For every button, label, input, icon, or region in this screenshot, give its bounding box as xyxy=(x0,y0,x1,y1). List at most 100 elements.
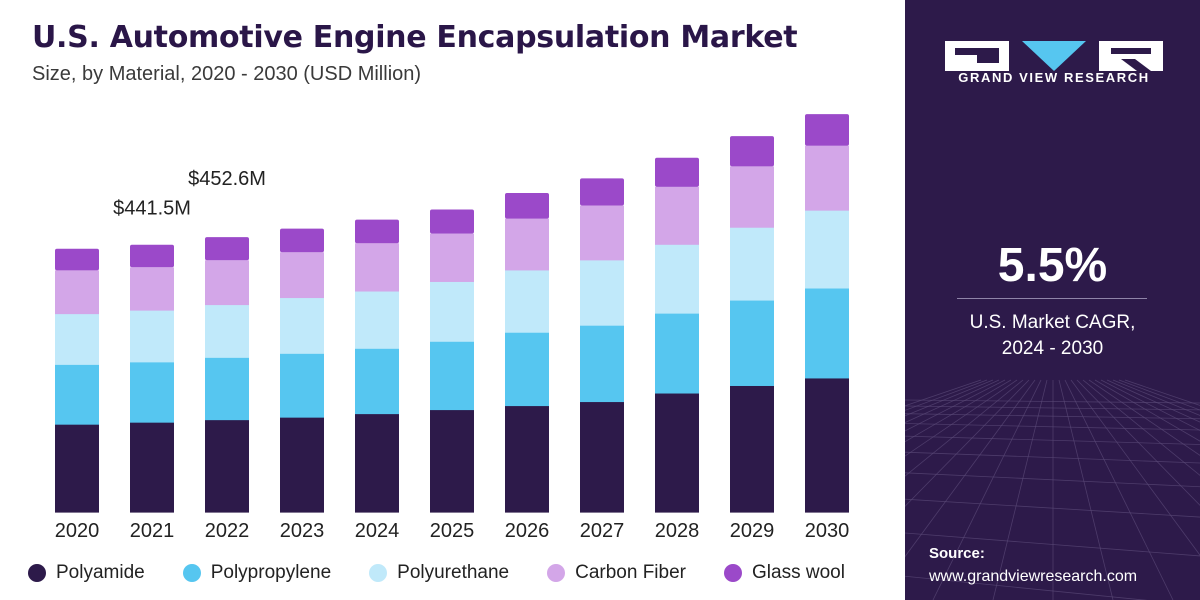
cagr-label: U.S. Market CAGR, 2024 - 2030 xyxy=(905,310,1200,362)
legend-item-polyurethane: Polyurethane xyxy=(369,562,509,584)
bar-segment-glass-wool-2024 xyxy=(355,219,399,244)
x-tick-label: 2030 xyxy=(805,520,850,542)
legend-swatch xyxy=(547,564,566,582)
cagr-value: 5.5% xyxy=(997,239,1108,292)
legend-swatch xyxy=(182,564,201,582)
chart-legend: Polyamide Polypropylene Polyurethane Carbon… xyxy=(28,562,883,584)
bar-segment-polyurethane-2028 xyxy=(655,244,699,314)
bar-segment-polyamide-2022 xyxy=(205,419,249,513)
bar-stack-2025 xyxy=(430,209,474,513)
bar-segment-carbon-fiber-2022 xyxy=(205,260,249,306)
bar-segment-polypropylene-2022 xyxy=(205,357,249,421)
x-tick-label: 2027 xyxy=(580,520,625,542)
bar-segment-polyamide-2029 xyxy=(730,385,774,513)
x-tick-label: 2022 xyxy=(205,520,250,542)
bar-stack-2029 xyxy=(730,136,774,513)
legend-label: Glass wool xyxy=(752,562,845,583)
bar-segment-polypropylene-2030 xyxy=(805,287,849,379)
bar-segment-carbon-fiber-2023 xyxy=(280,252,324,299)
bar-segment-polypropylene-2021 xyxy=(130,361,174,423)
legend-swatch xyxy=(28,564,46,582)
bar-segment-polypropylene-2025 xyxy=(430,341,474,411)
legend-item-polyamide: Polyamide xyxy=(28,562,145,584)
bar-segment-glass-wool-2026 xyxy=(505,192,549,219)
bar-stack-2022 xyxy=(205,237,249,513)
legend-swatch xyxy=(369,564,388,582)
legend-item-carbon-fiber: Carbon Fiber xyxy=(547,562,686,584)
source-link[interactable]: www.grandviewresearch.com xyxy=(929,568,1138,585)
bar-segment-polyurethane-2029 xyxy=(730,227,774,301)
bar-stack-2024 xyxy=(355,219,399,513)
bar-stack-2021 xyxy=(130,244,174,513)
x-tick-label: 2020 xyxy=(55,520,100,542)
bar-segment-polyamide-2026 xyxy=(505,405,549,513)
bar-segment-polyamide-2021 xyxy=(130,422,174,513)
bar-segment-polyurethane-2022 xyxy=(205,304,249,358)
x-tick-label: 2021 xyxy=(130,520,175,542)
bar-segment-carbon-fiber-2025 xyxy=(430,233,474,282)
bar-segment-glass-wool-2020 xyxy=(55,248,99,271)
bar-segment-carbon-fiber-2028 xyxy=(655,186,699,245)
bar-segment-polyamide-2020 xyxy=(55,424,99,513)
chart-title: U.S. Automotive Engine Encapsulation Mar… xyxy=(32,20,798,55)
bar-stack-2023 xyxy=(280,228,324,513)
bar-segment-polyurethane-2030 xyxy=(805,210,849,289)
bar-stack-2020 xyxy=(55,248,99,513)
bar-segment-polyamide-2023 xyxy=(280,417,324,513)
data-label-2021: $441.5M xyxy=(113,198,191,220)
bar-segment-carbon-fiber-2021 xyxy=(130,267,174,311)
brand-name: GRAND VIEW RESEARCH xyxy=(958,70,1150,85)
bar-segment-polyamide-2025 xyxy=(430,409,474,513)
chart-subtitle: Size, by Material, 2020 - 2030 (USD Mill… xyxy=(32,63,422,85)
bar-segment-carbon-fiber-2020 xyxy=(55,270,99,315)
bar-segment-glass-wool-2025 xyxy=(430,209,474,234)
bar-segment-carbon-fiber-2026 xyxy=(505,218,549,271)
legend-item-polypropylene: Polypropylene xyxy=(182,562,331,584)
bar-segment-polypropylene-2020 xyxy=(55,364,99,425)
bar-segment-polyamide-2028 xyxy=(655,392,699,513)
bar-segment-carbon-fiber-2030 xyxy=(805,145,849,211)
bar-segment-polyamide-2027 xyxy=(580,401,624,513)
bar-segment-polyamide-2030 xyxy=(805,377,849,513)
bar-segment-glass-wool-2030 xyxy=(805,114,849,146)
cagr-label-line2: 2024 - 2030 xyxy=(1001,338,1104,359)
bar-segment-polyurethane-2026 xyxy=(505,269,549,333)
bar-segment-carbon-fiber-2027 xyxy=(580,205,624,261)
grid-pattern xyxy=(905,379,1200,600)
legend-label: Polyurethane xyxy=(397,562,510,583)
x-tick-label: 2028 xyxy=(655,520,700,542)
cagr-label-line1: U.S. Market CAGR, xyxy=(969,312,1136,333)
x-tick-label: 2024 xyxy=(355,520,400,542)
bar-segment-glass-wool-2029 xyxy=(730,136,774,167)
bar-stack-2030 xyxy=(805,114,849,513)
bar-segment-polypropylene-2023 xyxy=(280,353,324,418)
bar-stack-2027 xyxy=(580,178,624,513)
x-tick-label: 2026 xyxy=(505,520,550,542)
bar-segment-polypropylene-2028 xyxy=(655,313,699,394)
bar-segment-carbon-fiber-2024 xyxy=(355,243,399,292)
bar-segment-carbon-fiber-2029 xyxy=(730,166,774,228)
bar-segment-glass-wool-2021 xyxy=(130,244,174,268)
legend-label: Carbon Fiber xyxy=(575,562,686,583)
bar-segment-polypropylene-2024 xyxy=(355,348,399,415)
legend-label: Polyamide xyxy=(56,562,145,583)
x-tick-label: 2025 xyxy=(430,520,475,542)
bar-segment-polyurethane-2023 xyxy=(280,297,324,354)
bar-stack-2026 xyxy=(505,192,549,513)
x-tick-label: 2029 xyxy=(730,520,775,542)
source-label: Source: xyxy=(929,545,985,562)
bar-segment-glass-wool-2028 xyxy=(655,157,699,187)
bar-segment-polyurethane-2025 xyxy=(430,281,474,342)
bar-segment-polyurethane-2024 xyxy=(355,290,399,349)
bar-segment-polypropylene-2026 xyxy=(505,332,549,407)
bar-segment-polyamide-2024 xyxy=(355,413,399,513)
cagr-divider xyxy=(957,298,1147,299)
x-tick-label: 2023 xyxy=(280,520,325,542)
bar-segment-polyurethane-2027 xyxy=(580,259,624,326)
stacked-bar-chart: 2020 2021 2022 2023 2024 2025 2026 2027 2028 2029… xyxy=(55,114,850,542)
bar-segment-glass-wool-2022 xyxy=(205,237,249,261)
bar-segment-glass-wool-2027 xyxy=(580,178,624,206)
bar-stack-2028 xyxy=(655,157,699,513)
bar-segment-glass-wool-2023 xyxy=(280,228,324,253)
